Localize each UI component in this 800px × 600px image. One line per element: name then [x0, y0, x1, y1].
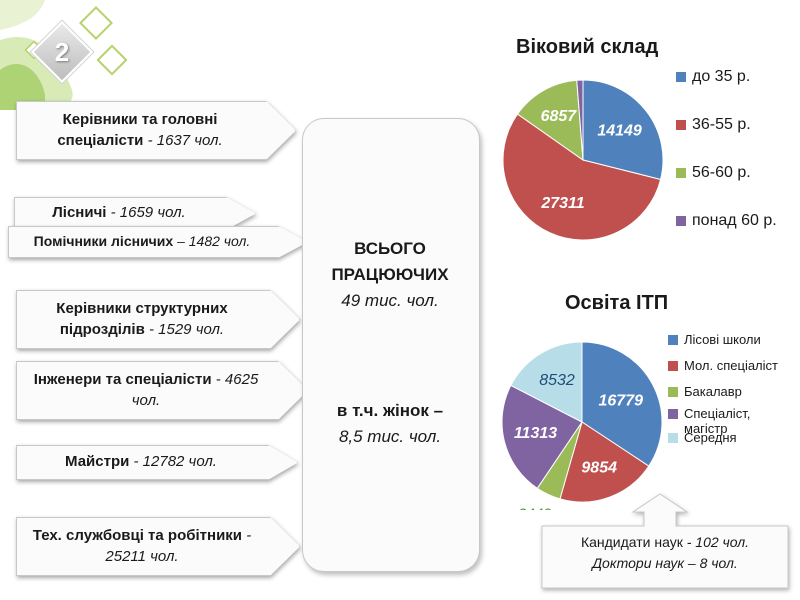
legend-item-2: 56-60 р. [676, 164, 751, 182]
degrees-callout [540, 492, 790, 590]
pie-data-label-2: 6857 [541, 108, 578, 125]
category-name: Лісничі [52, 204, 107, 221]
total-label-line1: ВСЬОГО [354, 239, 426, 258]
pie-slice-0 [582, 79, 664, 181]
legend-item-4: Середня [668, 430, 737, 445]
legend-item-3: понад 60 р. [676, 212, 777, 230]
pie-data-label-2: 2449 [517, 505, 552, 510]
category-value: – 1482 чол. [173, 232, 251, 249]
legend-swatch [668, 433, 678, 443]
doctors-label: Доктори наук [592, 555, 685, 571]
pie-data-label-0: 16779 [599, 392, 644, 409]
category-name: Тех. службовці та робітники [32, 526, 243, 544]
pie-slice-4 [510, 341, 583, 423]
legend-item-0: до 35 р. [676, 68, 750, 86]
women-label: в т.ч. жінок – [336, 401, 444, 420]
pie-slice-3 [501, 384, 583, 490]
pie-slice-1 [502, 113, 662, 241]
total-value: 49 тис. чол. [341, 291, 439, 310]
category-box-unit-heads: Керівники структурних підрозділів - 1529… [16, 290, 298, 347]
category-box-engineers: Інженери та спеціалісти - 4625 чол. [16, 361, 306, 418]
women-text: в т.ч. жінок – 8,5 тис. чол. [302, 398, 478, 450]
category-value: - 1529 чол. [144, 320, 225, 338]
age-chart-title: Віковий склад [516, 36, 659, 58]
age-chart-legend: до 35 р. 36-55 р. 56-60 р. понад 60 р. [676, 60, 796, 240]
total-label-line2: ПРАЦЮЮЧИХ [331, 265, 449, 284]
legend-item-2: Бакалавр [668, 384, 742, 399]
legend-label: Спеціаліст, магістр [684, 405, 751, 436]
legend-swatch [668, 408, 678, 419]
legend-swatch [668, 335, 678, 345]
legend-label: Мол. спеціаліст [684, 358, 778, 373]
category-value: - 4625 чол. [131, 370, 259, 409]
pie-data-label-1: 9854 [581, 460, 617, 477]
legend-swatch [668, 387, 678, 397]
pie-slice-2 [516, 79, 584, 162]
legend-label: Середня [684, 430, 737, 445]
category-name: Керівники структурних підрозділів [56, 299, 228, 338]
category-name: Інженери та спеціалісти [33, 370, 212, 388]
category-name: Керівники та головні спеціалісти [57, 110, 218, 149]
legend-item-0: Лісові школи [668, 332, 761, 347]
slide-number: 2 [54, 36, 70, 67]
total-box [302, 118, 480, 572]
pie-data-label-0: 14149 [597, 123, 642, 140]
legend-swatch [676, 168, 686, 178]
legend-label: 36-55 р. [692, 116, 751, 133]
category-box-heads: Керівники та головні спеціалісти - 1637 … [16, 101, 294, 158]
category-box-foresters: Лісничі - 1659 чол. [14, 197, 254, 228]
legend-swatch [676, 120, 686, 130]
category-value: - 1659 чол. [106, 204, 186, 221]
pie-data-label-1: 27311 [540, 195, 584, 212]
education-chart-legend: Лісові школи Мол. спеціаліст Бакалавр Спеці… [668, 328, 796, 488]
doctors-value: – 8 чол. [684, 555, 738, 571]
doctors-text: Доктори наук – 8 чол. [592, 555, 738, 571]
legend-label: до 35 р. [692, 68, 751, 85]
education-chart-title: Освіта ІТП [565, 292, 669, 314]
candidates-label: Кандидати наук [580, 534, 683, 550]
legend-label: понад 60 р. [692, 212, 777, 229]
degrees-text: Кандидати наук - 102 чол. Доктори наук –… [542, 532, 788, 574]
total-text: ВСЬОГО ПРАЦЮЮЧИХ 49 тис. чол. [302, 236, 478, 314]
pie-data-label-4: 8532 [539, 372, 575, 389]
legend-swatch [668, 361, 678, 371]
category-value: - 12782 чол. [129, 453, 217, 470]
category-value: - 1637 чол. [143, 131, 223, 149]
legend-swatch [676, 216, 686, 226]
category-box-workers: Тех. службовці та робітники - 25211 чол. [16, 517, 298, 574]
education-pie-chart: 16779 9854 2449 11313 8532 [501, 341, 663, 510]
pie-slice-3 [576, 79, 584, 161]
pie-slice-1 [559, 421, 650, 503]
legend-item-1: 36-55 р. [676, 116, 751, 134]
age-pie-chart: 14149273116857609 [502, 68, 664, 241]
pie-data-label-3: 11313 [514, 425, 557, 442]
category-name: Майстри [65, 453, 130, 470]
women-value: 8,5 тис. чол. [338, 427, 442, 446]
category-box-foremen: Майстри - 12782 чол. [16, 445, 296, 478]
legend-label: Лісові школи [684, 332, 761, 347]
legend-label: 56-60 р. [692, 164, 751, 181]
legend-item-3: Спеціаліст, магістр [668, 406, 796, 436]
legend-item-1: Мол. спеціаліст [668, 358, 778, 373]
category-value: - 25211 чол. [105, 526, 252, 565]
legend-label: Бакалавр [684, 384, 742, 399]
category-box-assistant-foresters: Помічники лісничих – 1482 чол. [8, 226, 306, 256]
candidates-value: - 102 чол. [682, 534, 750, 550]
category-name: Помічники лісничих [33, 232, 174, 249]
legend-swatch [676, 72, 686, 82]
